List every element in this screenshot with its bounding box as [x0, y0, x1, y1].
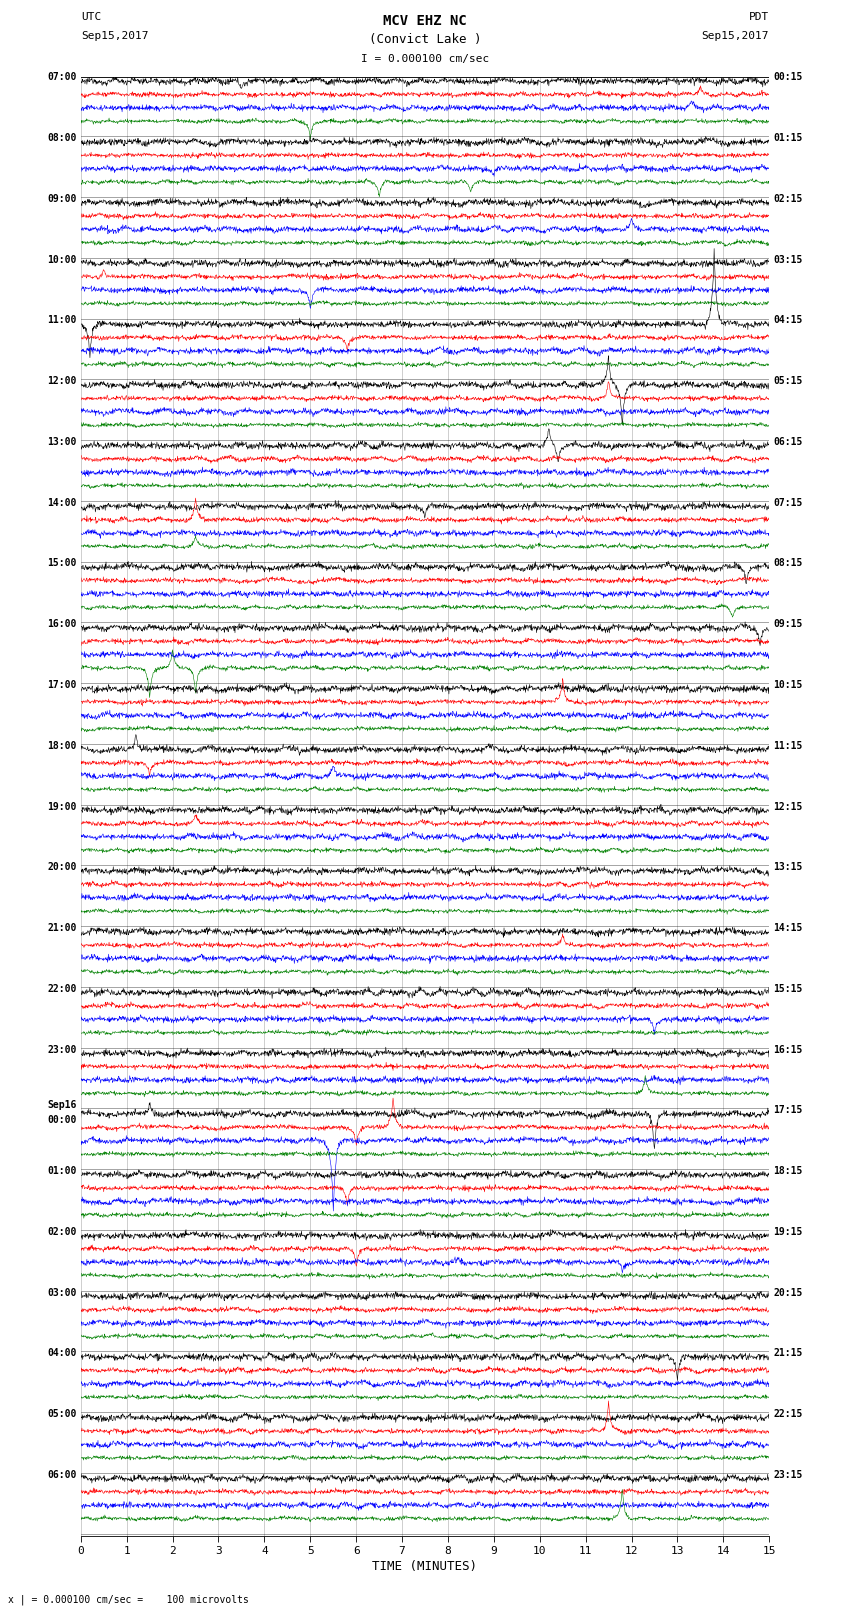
Text: (Convict Lake ): (Convict Lake ): [369, 34, 481, 47]
Text: 04:00: 04:00: [47, 1348, 76, 1358]
Text: 12:00: 12:00: [47, 376, 76, 386]
Text: 17:00: 17:00: [47, 681, 76, 690]
Text: 07:00: 07:00: [47, 73, 76, 82]
Text: 09:15: 09:15: [774, 619, 803, 629]
Text: 01:15: 01:15: [774, 134, 803, 144]
Text: 19:00: 19:00: [47, 802, 76, 811]
Text: 14:15: 14:15: [774, 923, 803, 932]
Text: x | = 0.000100 cm/sec =    100 microvolts: x | = 0.000100 cm/sec = 100 microvolts: [8, 1594, 249, 1605]
Text: I = 0.000100 cm/sec: I = 0.000100 cm/sec: [361, 55, 489, 65]
Text: 23:15: 23:15: [774, 1469, 803, 1479]
Text: 19:15: 19:15: [774, 1227, 803, 1237]
Text: 23:00: 23:00: [47, 1045, 76, 1055]
Text: MCV EHZ NC: MCV EHZ NC: [383, 15, 467, 27]
Text: UTC: UTC: [81, 11, 101, 21]
Text: 16:15: 16:15: [774, 1045, 803, 1055]
Text: 09:00: 09:00: [47, 194, 76, 203]
Text: 06:00: 06:00: [47, 1469, 76, 1479]
Text: 05:15: 05:15: [774, 376, 803, 386]
Text: 00:00: 00:00: [47, 1115, 76, 1124]
Text: 21:00: 21:00: [47, 923, 76, 932]
Text: 20:00: 20:00: [47, 863, 76, 873]
Text: 03:15: 03:15: [774, 255, 803, 265]
Text: 13:15: 13:15: [774, 863, 803, 873]
Text: 15:15: 15:15: [774, 984, 803, 994]
Text: 03:00: 03:00: [47, 1287, 76, 1297]
Text: PDT: PDT: [749, 11, 769, 21]
Text: 14:00: 14:00: [47, 498, 76, 508]
Text: 08:00: 08:00: [47, 134, 76, 144]
Text: 08:15: 08:15: [774, 558, 803, 568]
Text: 02:15: 02:15: [774, 194, 803, 203]
Text: Sep15,2017: Sep15,2017: [702, 31, 769, 40]
Text: 02:00: 02:00: [47, 1227, 76, 1237]
Text: 17:15: 17:15: [774, 1105, 803, 1115]
Text: 00:15: 00:15: [774, 73, 803, 82]
Text: 10:15: 10:15: [774, 681, 803, 690]
Text: 01:00: 01:00: [47, 1166, 76, 1176]
Text: 18:15: 18:15: [774, 1166, 803, 1176]
Text: 07:15: 07:15: [774, 498, 803, 508]
Text: 22:00: 22:00: [47, 984, 76, 994]
Text: 12:15: 12:15: [774, 802, 803, 811]
Text: 04:15: 04:15: [774, 316, 803, 326]
Text: Sep16: Sep16: [47, 1100, 76, 1110]
Text: 16:00: 16:00: [47, 619, 76, 629]
Text: 11:15: 11:15: [774, 740, 803, 750]
Text: 15:00: 15:00: [47, 558, 76, 568]
Text: 21:15: 21:15: [774, 1348, 803, 1358]
Text: 10:00: 10:00: [47, 255, 76, 265]
X-axis label: TIME (MINUTES): TIME (MINUTES): [372, 1560, 478, 1573]
Text: 11:00: 11:00: [47, 316, 76, 326]
Text: 22:15: 22:15: [774, 1410, 803, 1419]
Text: 06:15: 06:15: [774, 437, 803, 447]
Text: Sep15,2017: Sep15,2017: [81, 31, 148, 40]
Text: 13:00: 13:00: [47, 437, 76, 447]
Text: 05:00: 05:00: [47, 1410, 76, 1419]
Text: 18:00: 18:00: [47, 740, 76, 750]
Text: 20:15: 20:15: [774, 1287, 803, 1297]
